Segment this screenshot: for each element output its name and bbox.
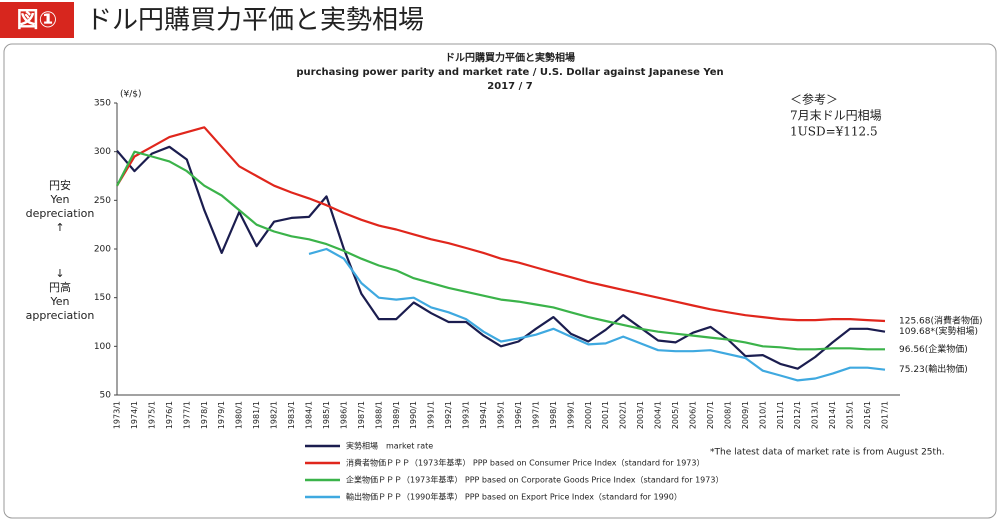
- x-tick-label: 1985/1: [322, 401, 331, 429]
- x-tick-label: 1995/1: [497, 401, 506, 429]
- end-label: 125.68(消費者物価): [899, 315, 983, 327]
- y-tick-label: 300: [94, 147, 111, 157]
- x-tick-label: 1986/1: [339, 401, 348, 429]
- x-tick-label: 1992/1: [444, 401, 453, 429]
- x-tick-label: 2006/1: [689, 401, 698, 429]
- series-line: [308, 247, 886, 382]
- badge: 図①: [17, 8, 58, 33]
- x-tick-label: 2009/1: [741, 401, 750, 429]
- x-tick-label: 1977/1: [182, 401, 191, 429]
- y-label-up: depreciation: [26, 207, 95, 220]
- x-tick-label: 2002/1: [619, 401, 628, 429]
- footnote: *The latest data of market rate is from …: [710, 448, 945, 458]
- x-tick-label: 1975/1: [147, 401, 156, 429]
- legend-label: 企業物価ＰＰＰ（1973年基準） PPP based on Corporate …: [346, 475, 723, 485]
- x-tick-label: 2004/1: [654, 401, 663, 429]
- x-tick-label: 1973/1: [113, 401, 122, 429]
- x-tick-label: 1999/1: [566, 401, 575, 429]
- x-tick-label: 1989/1: [392, 401, 401, 429]
- chart-title: ドル円購買力平価と実勢相場: [445, 51, 575, 64]
- x-tick-label: 2013/1: [811, 401, 820, 429]
- x-tick-label: 1974/1: [130, 401, 139, 429]
- panel: [3, 43, 997, 519]
- chart-subtitle: purchasing power parity and market rate …: [296, 67, 723, 78]
- note: 7月末ドル円相場: [790, 109, 882, 123]
- page-title: ドル円購買力平価と実勢相場: [86, 6, 424, 36]
- end-label: 96.56(企業物価): [899, 343, 968, 355]
- x-tick-label: 1990/1: [409, 401, 418, 429]
- y-label-down: ↓: [55, 267, 64, 280]
- x-tick-label: 1984/1: [305, 401, 314, 429]
- x-tick-label: 1978/1: [200, 401, 209, 429]
- x-tick-label: 2015/1: [846, 401, 855, 429]
- y-tick-label: 200: [94, 245, 111, 255]
- x-tick-label: 2003/1: [636, 401, 645, 429]
- x-tick-label: 1981/1: [252, 401, 261, 429]
- x-tick-label: 1994/1: [479, 401, 488, 429]
- y-tick-label: 350: [94, 99, 111, 109]
- series-line: [116, 145, 886, 370]
- x-tick-label: 2005/1: [671, 401, 680, 429]
- x-tick-label: 2011/1: [776, 401, 785, 429]
- x-tick-label: 1987/1: [357, 401, 366, 429]
- end-label: 109.68*(実勢相場): [899, 325, 978, 337]
- x-tick-label: 1993/1: [462, 401, 471, 429]
- y-tick-label: 100: [94, 342, 111, 352]
- y-tick-label: 50: [100, 391, 112, 401]
- x-tick-label: 2016/1: [863, 401, 872, 429]
- legend-label: 消費者物価ＰＰＰ（1973年基準） PPP based on Consumer …: [346, 458, 704, 468]
- y-label-up: ↑: [55, 221, 64, 234]
- x-tick-label: 1979/1: [217, 401, 226, 429]
- y-unit: (¥/$): [120, 90, 142, 100]
- x-tick-label: 2007/1: [706, 401, 715, 429]
- x-tick-label: 2008/1: [723, 401, 732, 429]
- y-label-up: Yen: [50, 193, 70, 206]
- x-tick-label: 2017/1: [881, 401, 890, 429]
- x-tick-label: 1988/1: [374, 401, 383, 429]
- x-tick-label: 2012/1: [793, 401, 802, 429]
- end-label: 75.23(輸出物価): [899, 363, 968, 375]
- x-tick-label: 1996/1: [514, 401, 523, 429]
- series-line: [116, 126, 886, 323]
- x-tick-label: 1991/1: [427, 401, 436, 429]
- note: 1USD=¥112.5: [790, 125, 878, 139]
- note: ＜参考＞: [790, 92, 838, 107]
- legend-label: 実勢相場 market rate: [346, 441, 433, 451]
- chart-date: 2017 / 7: [487, 81, 532, 92]
- x-tick-label: 1980/1: [235, 401, 244, 429]
- x-tick-label: 1997/1: [531, 401, 540, 429]
- legend-label: 輸出物価ＰＰＰ（1990年基準） PPP based on Export Pri…: [346, 492, 682, 502]
- x-tick-label: 2014/1: [828, 401, 837, 429]
- y-tick-label: 250: [94, 196, 111, 206]
- x-tick-label: 1976/1: [165, 401, 174, 429]
- y-label-up: 円安: [49, 178, 71, 192]
- y-label-down: Yen: [50, 295, 70, 308]
- y-label-down: appreciation: [26, 309, 95, 322]
- x-tick-label: 2010/1: [758, 401, 767, 429]
- x-tick-label: 1983/1: [287, 401, 296, 429]
- series-line: [116, 150, 885, 351]
- badge-box: [0, 2, 74, 38]
- x-tick-label: 2001/1: [601, 401, 610, 429]
- x-tick-label: 1982/1: [270, 401, 279, 429]
- x-tick-label: 2000/1: [584, 401, 593, 429]
- y-tick-label: 150: [94, 293, 111, 303]
- y-label-down: 円高: [49, 280, 71, 294]
- x-tick-label: 1998/1: [549, 401, 558, 429]
